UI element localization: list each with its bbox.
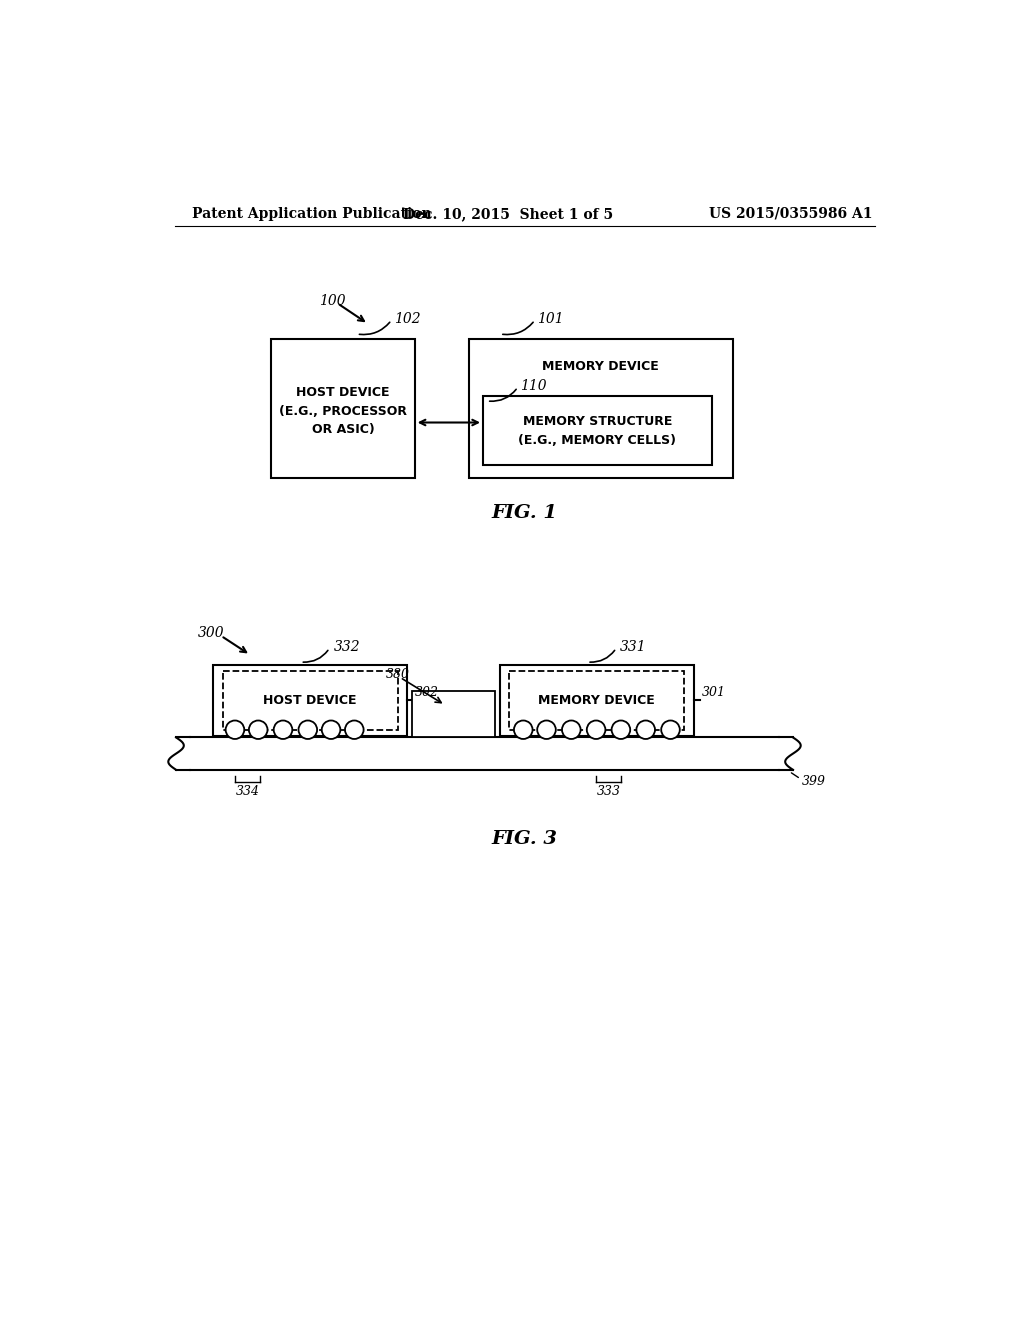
Circle shape — [538, 721, 556, 739]
Circle shape — [611, 721, 630, 739]
Text: HOST DEVICE: HOST DEVICE — [296, 385, 390, 399]
Text: 334: 334 — [236, 785, 259, 797]
Bar — [509, 671, 684, 730]
Circle shape — [225, 721, 245, 739]
Text: MEMORY DEVICE: MEMORY DEVICE — [543, 360, 659, 372]
Bar — [412, 692, 496, 738]
Bar — [222, 671, 397, 730]
Bar — [483, 396, 712, 465]
Text: HOST DEVICE: HOST DEVICE — [263, 694, 357, 708]
Text: (E.G., PROCESSOR: (E.G., PROCESSOR — [280, 405, 408, 418]
Text: MEMORY DEVICE: MEMORY DEVICE — [539, 694, 655, 708]
Text: OR ASIC): OR ASIC) — [311, 422, 375, 436]
Text: 110: 110 — [520, 379, 547, 392]
Text: US 2015/0355986 A1: US 2015/0355986 A1 — [710, 207, 872, 220]
Bar — [213, 665, 407, 737]
Text: Dec. 10, 2015  Sheet 1 of 5: Dec. 10, 2015 Sheet 1 of 5 — [402, 207, 612, 220]
Text: 380: 380 — [386, 668, 410, 681]
Text: 102: 102 — [394, 312, 421, 326]
Circle shape — [249, 721, 267, 739]
Text: 399: 399 — [802, 775, 826, 788]
Circle shape — [514, 721, 532, 739]
Circle shape — [299, 721, 317, 739]
Bar — [271, 339, 415, 478]
Circle shape — [273, 721, 292, 739]
Bar — [469, 339, 732, 478]
Text: 300: 300 — [198, 627, 224, 640]
Text: 331: 331 — [621, 640, 647, 653]
Text: 302: 302 — [415, 686, 438, 700]
Circle shape — [322, 721, 340, 739]
Text: Patent Application Publication: Patent Application Publication — [191, 207, 431, 220]
Circle shape — [345, 721, 364, 739]
Bar — [500, 665, 693, 737]
Circle shape — [587, 721, 605, 739]
Circle shape — [662, 721, 680, 739]
Text: FIG. 1: FIG. 1 — [492, 504, 558, 521]
Text: 301: 301 — [701, 686, 725, 700]
Circle shape — [562, 721, 581, 739]
Text: MEMORY STRUCTURE: MEMORY STRUCTURE — [522, 416, 672, 429]
Text: 100: 100 — [319, 294, 346, 308]
Text: 332: 332 — [334, 640, 360, 653]
Circle shape — [636, 721, 655, 739]
Text: 333: 333 — [597, 785, 621, 797]
Text: FIG. 3: FIG. 3 — [492, 830, 558, 847]
Text: 101: 101 — [538, 312, 564, 326]
Text: (E.G., MEMORY CELLS): (E.G., MEMORY CELLS) — [518, 434, 676, 447]
